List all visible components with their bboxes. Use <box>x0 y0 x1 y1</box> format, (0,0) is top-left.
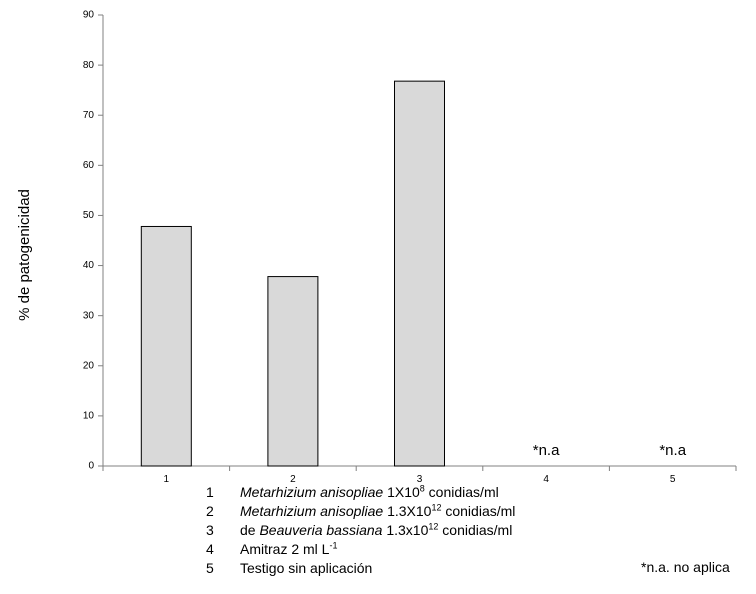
legend-text: Metarhizium anisopliae 1.3X1012 conidias… <box>240 503 515 519</box>
legend-exponent: 12 <box>428 521 439 532</box>
y-tick-label: 40 <box>83 260 95 271</box>
bar-3 <box>394 80 445 467</box>
legend-item-2: 2 Metarhizium anisopliae 1.3X1012 conidia… <box>206 502 515 521</box>
legend-species: Beauveria bassiana <box>259 522 383 538</box>
legend-prefix: de <box>240 522 260 538</box>
x-tick-label: 2 <box>290 474 296 485</box>
legend-exponent: 8 <box>419 483 425 494</box>
x-tick-label: 5 <box>670 474 676 485</box>
legend-unit: conidias/ml <box>441 503 516 519</box>
y-tick-label: 80 <box>83 60 95 71</box>
legend-unit: conidias/ml <box>424 484 499 500</box>
y-tick-label: 60 <box>83 160 95 171</box>
y-tick-label: 70 <box>83 110 95 121</box>
legend-unit: conidias/ml <box>438 522 513 538</box>
y-tick-label: 50 <box>83 210 95 221</box>
legend-text: de Beauveria bassiana 1.3x1012 conidias/… <box>240 522 512 538</box>
legend-dose: 1.3x10 <box>382 522 429 538</box>
y-tick-label: 30 <box>83 310 95 321</box>
legend-dose: 1.3X10 <box>383 503 432 519</box>
y-tick-label: 10 <box>83 411 95 422</box>
bar-annotation-4: *n.a <box>533 442 560 459</box>
legend-text: Metarhizium anisopliae 1X108 conidias/ml <box>240 484 499 500</box>
legend-prefix: Testigo sin aplicación <box>240 560 373 576</box>
legend-number: 3 <box>206 522 214 538</box>
legend-species: Metarhizium anisopliae <box>240 484 384 500</box>
bars <box>140 80 445 467</box>
legend-dose: 1X10 <box>383 484 420 500</box>
legend-number: 5 <box>206 560 214 576</box>
x-tick-label: 4 <box>543 474 549 485</box>
legend-text: Amitraz 2 ml L-1 <box>240 541 337 557</box>
legend-text: Testigo sin aplicación <box>240 560 372 576</box>
y-tick-label: 0 <box>88 461 94 472</box>
y-axis: 0 10 20 30 40 50 60 70 80 90 <box>83 10 104 472</box>
bar-1 <box>140 225 192 467</box>
bar-2 <box>267 276 319 467</box>
y-tick-label: 20 <box>83 360 95 371</box>
legend-item-4: 4 Amitraz 2 ml L-1 <box>206 540 515 559</box>
y-tick-label: 90 <box>83 10 95 21</box>
legend-prefix: Amitraz 2 ml L <box>240 541 330 557</box>
bar-annotation-5: *n.a <box>659 442 686 459</box>
legend-item-1: 1 Metarhizium anisopliae 1X108 conidias/m… <box>206 483 515 502</box>
x-tick-label: 3 <box>417 474 423 485</box>
legend-species: Metarhizium anisopliae <box>240 503 384 519</box>
y-axis-label: % de patogenicidad <box>16 189 33 321</box>
legend-exponent: -1 <box>329 540 338 551</box>
legend-number: 2 <box>206 503 214 519</box>
legend-number: 1 <box>206 484 214 500</box>
legend-exponent: 12 <box>431 502 442 513</box>
legend-item-3: 3 de Beauveria bassiana 1.3x1012 conidias… <box>206 521 515 540</box>
legend-number: 4 <box>206 541 214 557</box>
x-tick-label: 1 <box>164 474 170 485</box>
bar-annotations: *n.a *n.a <box>533 442 687 459</box>
legend-item-5: 5 Testigo sin aplicación <box>206 559 515 578</box>
legend: 1 Metarhizium anisopliae 1X108 conidias/m… <box>206 483 515 578</box>
footnote: *n.a. no aplica <box>641 559 730 575</box>
